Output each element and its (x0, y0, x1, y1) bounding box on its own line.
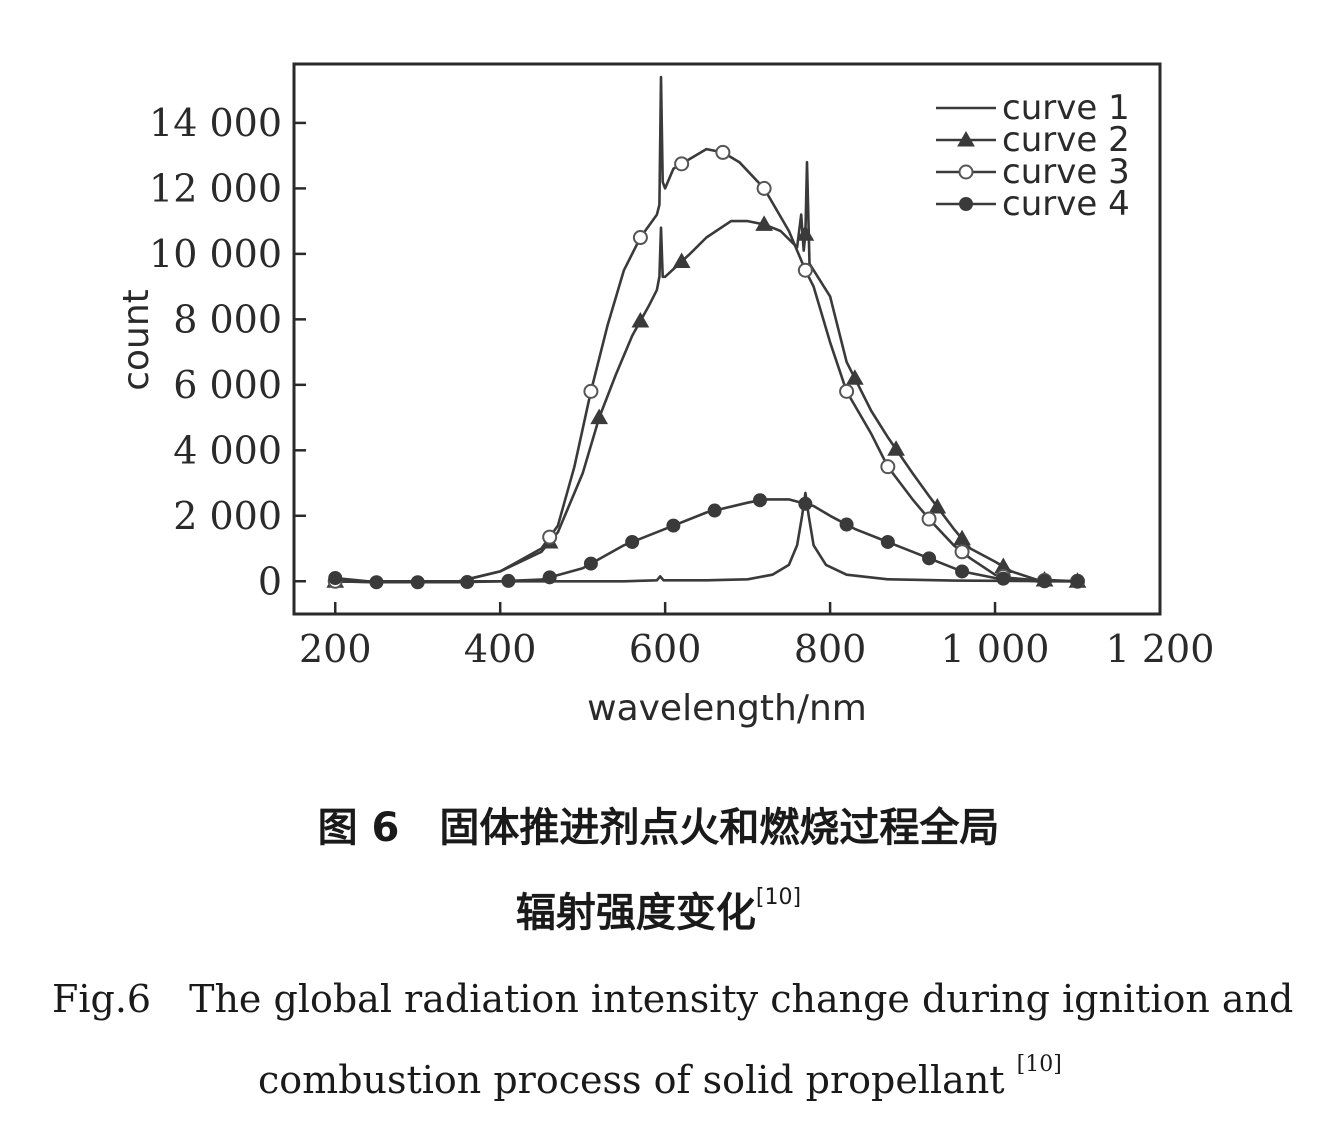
curve-4-marker (752, 493, 767, 508)
curve-3-marker (583, 383, 599, 399)
y-tick-label: 14 000 (149, 101, 282, 145)
series-layer (326, 75, 1087, 590)
curve-4-marker (542, 570, 557, 585)
curve-4-marker (501, 573, 516, 588)
curve-2-marker (590, 408, 609, 425)
curve-3-marker (954, 544, 970, 560)
y-tick-label: 12 000 (149, 166, 282, 210)
y-tick-label: 0 (258, 559, 282, 603)
curve-3-marker (756, 180, 772, 196)
curve-4-marker (583, 556, 598, 571)
curve-1-group (335, 491, 1078, 583)
caption-en-line1-text: Fig.6 The global radiation intensity cha… (52, 977, 1294, 1021)
curve-4-marker (922, 551, 937, 566)
y-tick-label: 2 000 (173, 494, 282, 538)
y-axis-title: count (116, 289, 157, 391)
y-tick-label: 6 000 (173, 363, 282, 407)
legend-label-curve-1: curve 1 (1002, 88, 1130, 128)
caption-en-line2: combustion process of solid propellant [… (258, 1052, 1062, 1102)
curve-3-group (327, 75, 1086, 589)
legend-marker-curve-3 (958, 164, 974, 180)
x-tick-label: 800 (794, 627, 867, 671)
curve-2-marker (631, 311, 650, 328)
curve-3-marker (715, 144, 731, 160)
caption-cn-ref: [10] (755, 885, 802, 910)
plot-frame (292, 62, 1162, 616)
curve-4-marker (1070, 574, 1085, 589)
curve-3-marker (839, 383, 855, 399)
curve-3-marker (797, 262, 813, 278)
caption-cn-line2-text: 辐射强度变化 (515, 890, 756, 936)
legend-label-curve-4: curve 4 (1002, 184, 1130, 224)
curve-3-line (335, 75, 1078, 584)
curve-3-marker (880, 459, 896, 475)
curve-2-marker (796, 225, 815, 241)
tick-labels: 200 400 600 800 1 000 1 200 0 2 000 4 000 6 000 8 … (149, 101, 1214, 671)
curve-2-group (326, 160, 1087, 588)
curve-4-marker (955, 564, 970, 579)
y-tick-label: 4 000 (173, 428, 282, 472)
curve-4-marker (880, 534, 895, 549)
curve-4-marker (798, 496, 813, 511)
caption-cn-line1-text: 图 6 固体推进剂点火和燃烧过程全局 (317, 805, 1000, 851)
legend-label-curve-2: curve 2 (1002, 120, 1130, 160)
curve-3-marker (921, 511, 937, 527)
curve-2-marker (755, 215, 773, 231)
curve-4-group (328, 493, 1085, 590)
curve-2-marker (887, 440, 905, 456)
curve-4-marker (410, 575, 425, 590)
curve-4-marker (839, 517, 854, 532)
caption-cn-line2: 辐射强度变化[10] (0, 880, 1317, 938)
y-tick-label: 10 000 (149, 232, 282, 276)
x-tick-label: 1 000 (941, 627, 1050, 671)
curve-4-marker (666, 518, 681, 533)
curve-4-marker (625, 534, 640, 549)
curve-4-marker (460, 575, 475, 590)
curve-4-marker (707, 503, 722, 518)
caption-cn-line1: 图 6 固体推进剂点火和燃烧过程全局 (0, 795, 1317, 853)
legend-marker-curve-2 (957, 130, 975, 147)
x-tick-label: 1 200 (1106, 627, 1215, 671)
curve-3-marker (542, 529, 558, 545)
curve-3-marker (674, 156, 690, 172)
x-tick-label: 600 (629, 627, 702, 671)
x-axis-title: wavelength/nm (587, 688, 867, 729)
curve-2-marker (928, 498, 947, 514)
curve-4-marker (996, 571, 1011, 586)
x-tick-label: 200 (299, 627, 372, 671)
spectrum-chart: 200 400 600 800 1 000 1 200 0 2 000 4 000 6 000 8 … (116, 62, 1214, 729)
curve-3-marker (632, 230, 648, 246)
curve-2-marker (672, 252, 691, 269)
legend-label-curve-3: curve 3 (1002, 152, 1130, 192)
curve-4-marker (369, 575, 384, 590)
curve-2-line (335, 160, 1078, 584)
caption-en-line2-text: combustion process of solid propellant (258, 1058, 1005, 1102)
legend-marker-curve-4 (959, 197, 973, 211)
y-tick-label: 8 000 (173, 297, 282, 341)
caption-en-ref: [10] (1016, 1052, 1062, 1077)
x-tick-label: 400 (464, 627, 537, 671)
curve-4-marker (328, 570, 343, 585)
tick-marks (294, 121, 1162, 614)
caption-en-line1: Fig.6 The global radiation intensity cha… (52, 968, 1293, 1023)
curve-1-line (335, 491, 1078, 583)
curve-2-marker (845, 369, 864, 385)
curve-4-marker (1037, 574, 1052, 589)
